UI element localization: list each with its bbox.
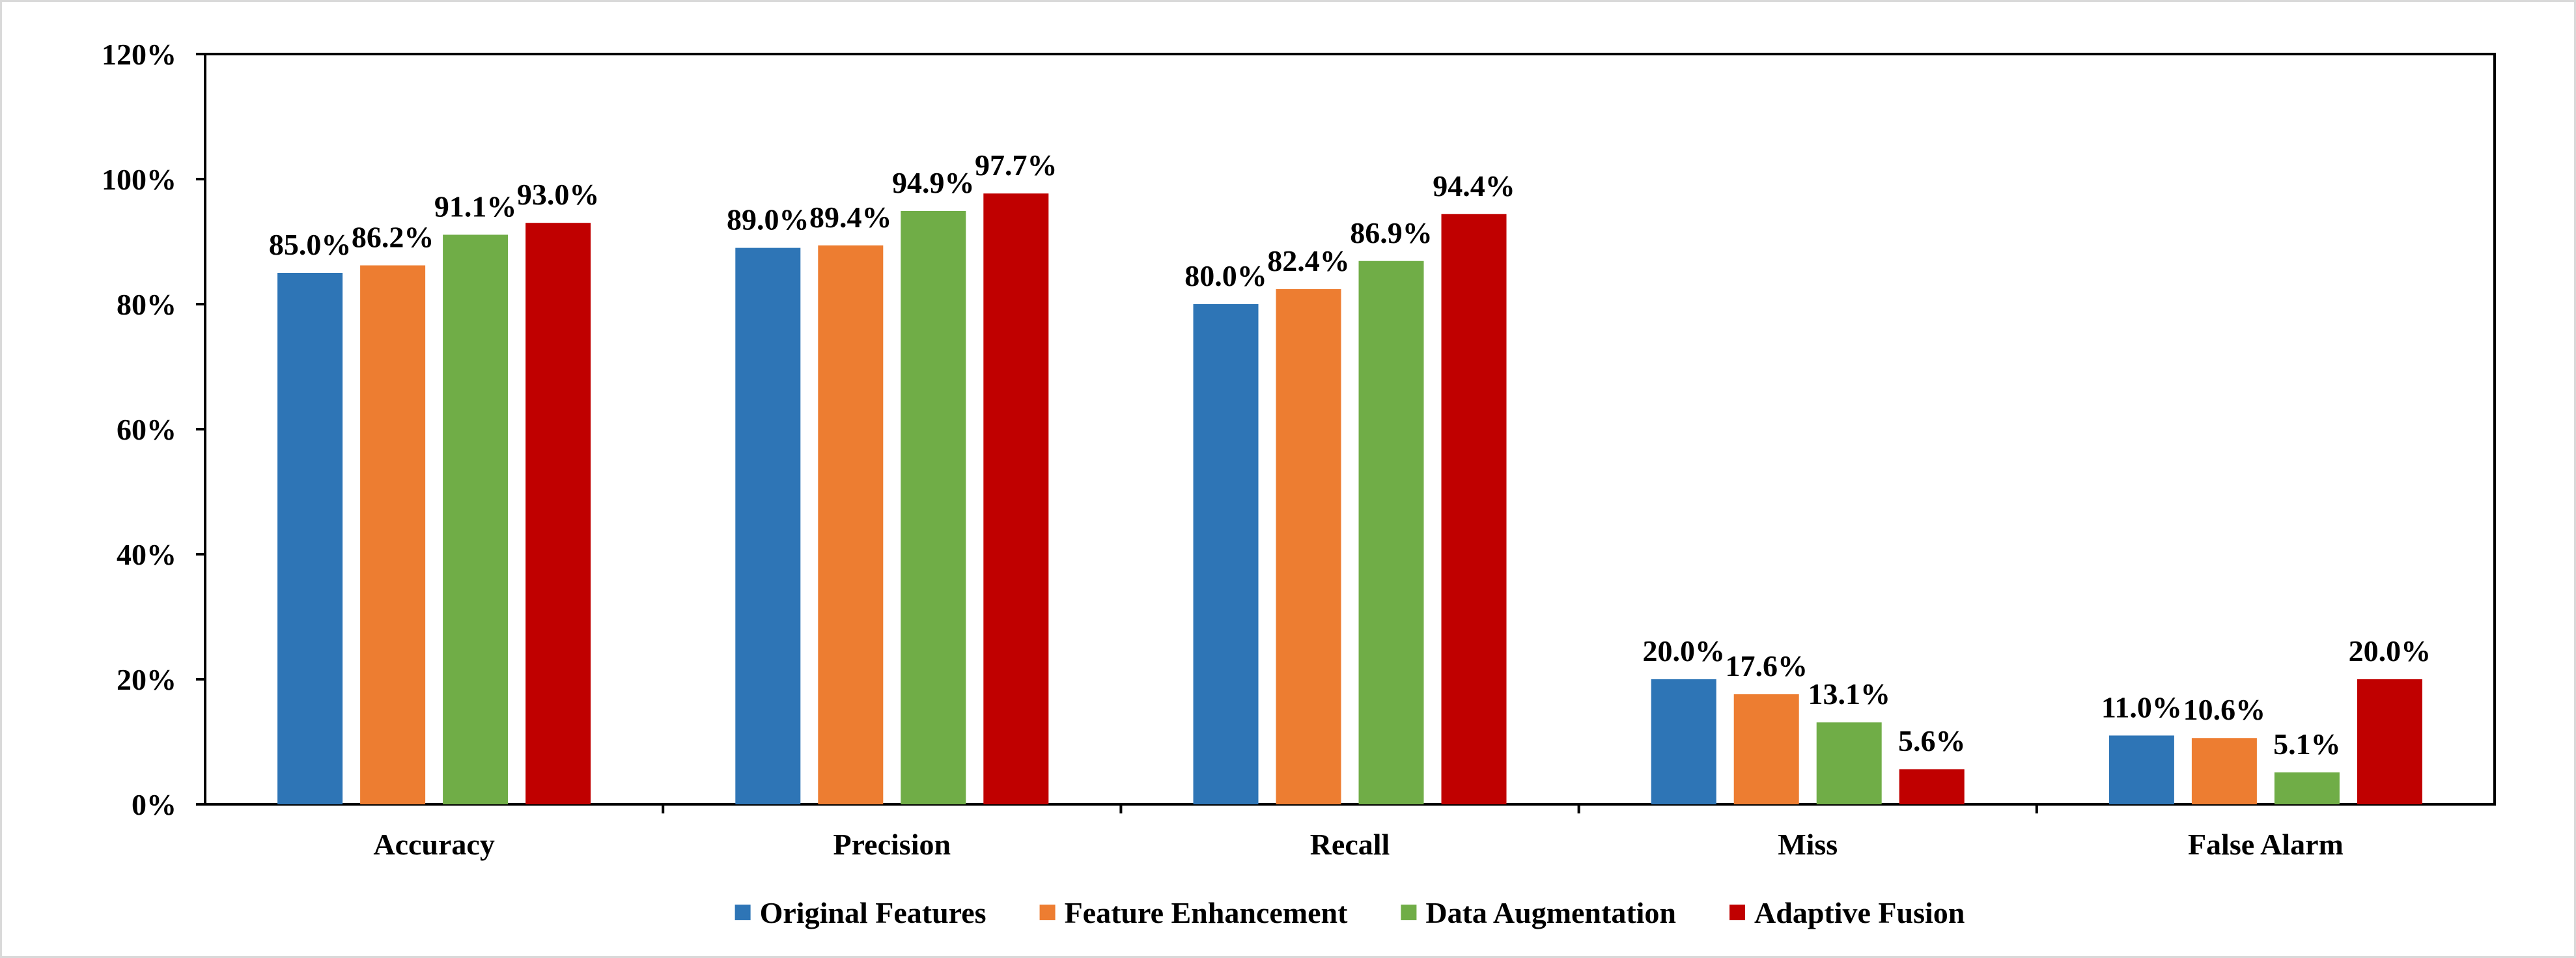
bar-data-label: 17.6% bbox=[1725, 649, 1808, 683]
bars bbox=[277, 193, 2422, 805]
axes: 0% 20% 40% 60% 80% 100% 120% Accuracy Precision R… bbox=[102, 38, 2496, 861]
bar bbox=[1276, 289, 1341, 805]
legend-swatch bbox=[1039, 905, 1056, 920]
bar bbox=[1441, 214, 1507, 804]
legend-label: Data Augmentation bbox=[1425, 896, 1676, 929]
legend-swatch bbox=[1401, 905, 1417, 920]
bar bbox=[360, 265, 426, 805]
y-tick-label: 60% bbox=[117, 413, 176, 446]
bar bbox=[2191, 738, 2257, 804]
bar bbox=[818, 245, 884, 804]
bar-data-label: 86.2% bbox=[352, 220, 434, 253]
bar bbox=[277, 273, 343, 804]
bar-data-label: 13.1% bbox=[1808, 677, 1890, 711]
bar bbox=[735, 247, 801, 805]
x-category-label: Recall bbox=[1310, 828, 1390, 861]
y-tick-label: 0% bbox=[132, 788, 176, 821]
x-category-label: Miss bbox=[1778, 828, 1838, 861]
bar bbox=[1358, 261, 1424, 804]
x-category-label: False Alarm bbox=[2188, 828, 2344, 861]
bar bbox=[983, 193, 1049, 805]
bar-data-label: 82.4% bbox=[1267, 244, 1350, 277]
bar-data-label: 93.0% bbox=[517, 178, 600, 211]
legend-label: Original Features bbox=[760, 896, 987, 929]
y-tick-label: 40% bbox=[117, 538, 176, 571]
bar bbox=[2357, 679, 2422, 804]
bar bbox=[1899, 769, 1965, 804]
bar-data-label: 89.4% bbox=[809, 201, 892, 234]
bar-data-label: 85.0% bbox=[269, 228, 352, 261]
y-tick-label: 100% bbox=[102, 163, 176, 196]
y-tick-label: 120% bbox=[102, 38, 176, 71]
bar bbox=[1651, 679, 1716, 804]
data-labels: 85.0% 86.2%91.1% 93.0% 89.0% 89.4%94.9%97.7%… bbox=[269, 148, 2431, 761]
bar-data-label: 94.4% bbox=[1433, 169, 1515, 203]
bar-data-label: 91.1% bbox=[434, 190, 517, 223]
y-tick-label: 80% bbox=[117, 288, 176, 321]
bar-data-label: 97.7% bbox=[975, 148, 1057, 182]
bar bbox=[1193, 304, 1259, 804]
bar-data-label: 20.0% bbox=[1642, 634, 1725, 668]
legend: Original Features Feature Enhancement Data… bbox=[735, 896, 1965, 929]
bar-data-label: 86.9% bbox=[1350, 216, 1433, 249]
bar-data-label: 20.0% bbox=[2349, 634, 2431, 668]
bar-data-label: 5.6% bbox=[1898, 724, 1966, 757]
bar-data-label: 80.0% bbox=[1184, 259, 1267, 292]
legend-item: Original Features bbox=[735, 896, 987, 929]
bar bbox=[443, 234, 509, 804]
legend-swatch bbox=[1729, 905, 1746, 920]
x-category-label: Precision bbox=[833, 828, 951, 861]
bar bbox=[2108, 735, 2174, 804]
legend-item: Feature Enhancement bbox=[1039, 896, 1349, 929]
bar bbox=[1816, 722, 1882, 804]
legend-item: Adaptive Fusion bbox=[1729, 896, 1965, 929]
bar-data-label: 94.9% bbox=[892, 166, 975, 199]
legend-swatch bbox=[735, 905, 751, 920]
bar bbox=[901, 210, 966, 805]
x-category-label: Accuracy bbox=[373, 828, 494, 861]
bar bbox=[525, 223, 591, 804]
bar-data-label: 10.6% bbox=[2183, 693, 2266, 726]
bar bbox=[2274, 772, 2340, 804]
legend-item: Data Augmentation bbox=[1401, 896, 1676, 929]
legend-label: Feature Enhancement bbox=[1065, 896, 1349, 929]
bar bbox=[1733, 694, 1799, 804]
legend-label: Adaptive Fusion bbox=[1754, 896, 1965, 929]
y-tick-label: 20% bbox=[117, 663, 176, 696]
bar-data-label: 89.0% bbox=[727, 203, 809, 236]
bar-data-label: 5.1% bbox=[2273, 727, 2341, 761]
bar-data-label: 11.0% bbox=[2101, 690, 2182, 724]
